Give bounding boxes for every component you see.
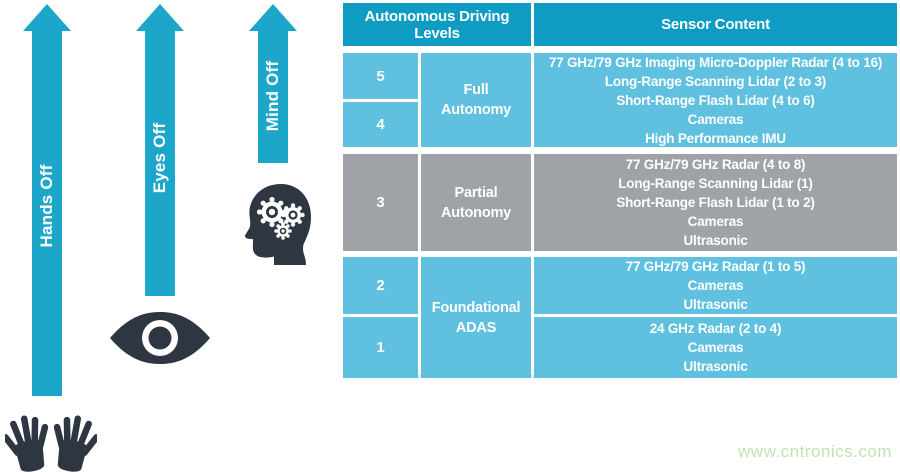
mind-off-label: Mind Off <box>263 60 282 132</box>
partial-autonomy-sensors-cell: 77 GHz/79 GHz Radar (4 to 8) Long-Range … <box>534 154 897 251</box>
head-gears-icon <box>245 184 311 265</box>
name-line: Full <box>463 82 489 98</box>
header-driving-levels: Autonomous Driving Levels <box>343 3 531 46</box>
name-line: Autonomy <box>440 204 512 221</box>
hands-off-label: Hands Off <box>37 164 56 248</box>
sensor-line: Cameras <box>687 278 744 293</box>
sensor-line: Long-Range Scanning Lidar (1) <box>618 176 813 191</box>
sensor-line: 77 GHz/79 GHz Radar (4 to 8) <box>625 157 806 172</box>
level-1-cell: 1 <box>343 317 418 378</box>
header-sensor-content: Sensor Content <box>534 3 897 46</box>
hands-icon <box>5 415 97 472</box>
level-1-sensors-cell: 24 GHz Radar (2 to 4) Cameras Ultrasonic <box>534 317 897 378</box>
name-line: Autonomy <box>440 102 512 118</box>
name-line: Foundational <box>431 299 521 316</box>
name-line: Partial <box>454 184 498 201</box>
sensor-line: 77 GHz/79 GHz Radar (1 to 5) <box>625 259 806 274</box>
sensor-line: Short-Range Flash Lidar (4 to 6) <box>616 92 815 108</box>
watermark-text: www.cntronics.com <box>738 442 892 461</box>
foundational-adas-name-cell: Foundational ADAS <box>421 257 531 378</box>
driving-levels-table: Autonomous Driving Levels Sensor Content… <box>343 3 897 378</box>
sensor-line: Cameras <box>687 111 744 127</box>
sensor-line: 24 GHz Radar (2 to 4) <box>649 321 782 336</box>
eyes-off-arrow <box>136 4 184 296</box>
sensor-line: Cameras <box>687 340 744 355</box>
level-2-sensors-cell: 77 GHz/79 GHz Radar (1 to 5) Cameras Ult… <box>534 257 897 314</box>
hands-off-arrow <box>23 4 71 396</box>
partial-autonomy-name-cell: Partial Autonomy <box>421 154 531 251</box>
sensor-line: 77 GHz/79 GHz Imaging Micro-Doppler Rada… <box>548 54 883 70</box>
level-4-cell: 4 <box>343 102 418 147</box>
sensor-line: Short-Range Flash Lidar (1 to 2) <box>616 195 815 210</box>
level-2-cell: 2 <box>343 257 418 314</box>
name-line: ADAS <box>455 319 497 336</box>
full-autonomy-sensors-cell: 77 GHz/79 GHz Imaging Micro-Doppler Rada… <box>534 53 897 147</box>
sensor-line: Cameras <box>687 214 744 229</box>
sensor-line: Ultrasonic <box>683 359 748 374</box>
mind-off-arrow <box>249 4 297 163</box>
eyes-off-label: Eyes Off <box>150 122 169 194</box>
level-5-cell: 5 <box>343 53 418 99</box>
sensor-line: Ultrasonic <box>683 297 748 312</box>
eye-icon <box>110 312 210 364</box>
sensor-line: Long-Range Scanning Lidar (2 to 3) <box>604 73 827 89</box>
sensor-line: High Performance IMU <box>645 130 786 146</box>
sensor-line: Ultrasonic <box>683 233 748 248</box>
level-3-cell: 3 <box>343 154 418 251</box>
full-autonomy-name-cell: Full Autonomy <box>421 53 531 147</box>
